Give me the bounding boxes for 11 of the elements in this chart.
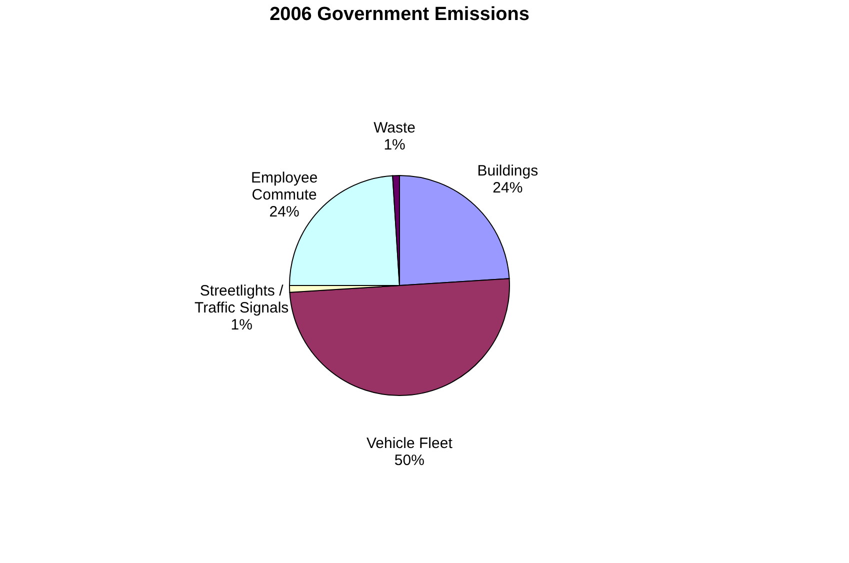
data-label: 24% [492, 179, 523, 196]
slice-label: Waste [374, 120, 416, 137]
data-label: 1% [384, 136, 406, 154]
chart-title: 2006 Government Emissions [270, 4, 530, 25]
data-label: 24% [269, 203, 300, 220]
slice-label: Streetlights / Traffic Signals [194, 282, 289, 316]
data-label: 50% [394, 452, 424, 470]
data-label: 1% [230, 316, 252, 334]
slice-label: Vehicle Fleet [366, 435, 454, 452]
slice-label: Employee Commute [250, 169, 318, 204]
slice-label: Buildings [477, 162, 538, 180]
